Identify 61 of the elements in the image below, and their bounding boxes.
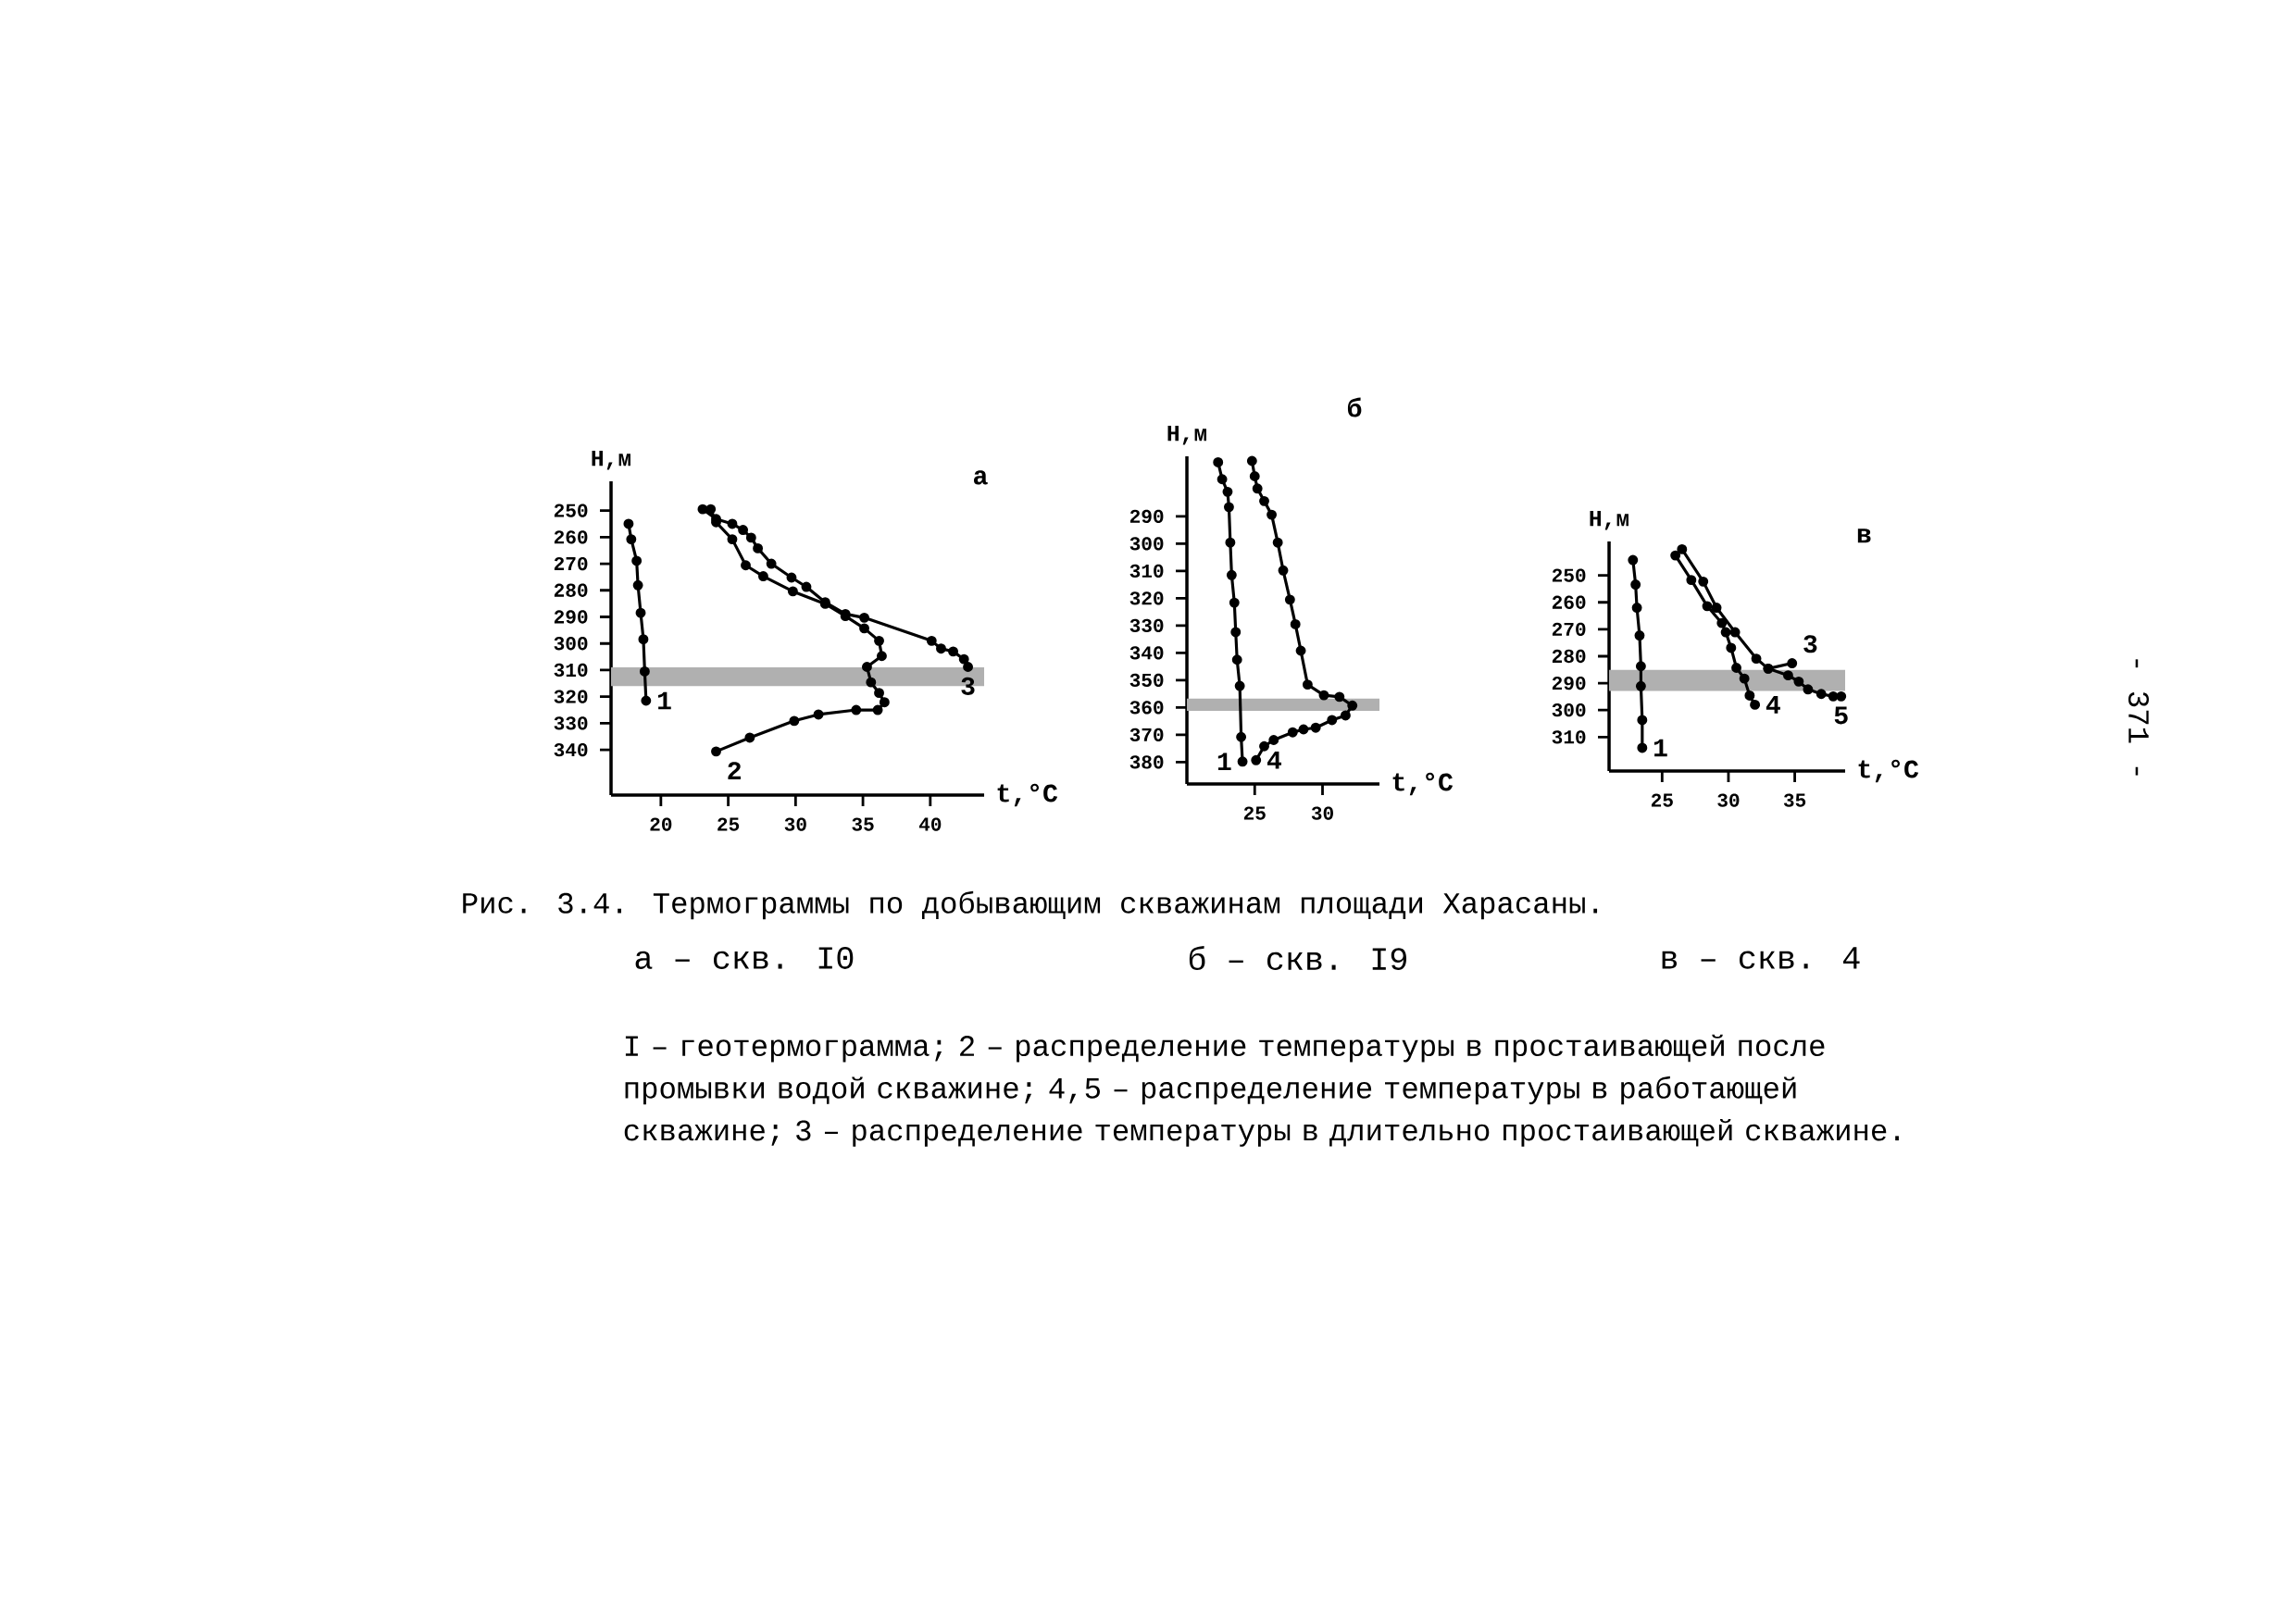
- chart-title: а: [973, 470, 988, 485]
- y-tick-label: 280: [1552, 649, 1586, 664]
- y-tick-label: 340: [554, 742, 588, 757]
- x-axis-title: t,°C: [1858, 759, 1919, 783]
- y-tick-label: 380: [1129, 755, 1164, 769]
- y-tick-label: 290: [1129, 509, 1164, 524]
- series-label: 1: [657, 691, 671, 710]
- y-tick-label: 290: [554, 610, 588, 624]
- x-tick-label: 25: [1651, 793, 1673, 807]
- y-tick-label: 270: [554, 556, 588, 571]
- y-tick-label: 370: [1129, 728, 1164, 742]
- text: Рис. 3.4. Термограммы по добывающим скважинам площади Харасаны.: [463, 890, 1598, 920]
- text: а – скв. I0: [635, 947, 854, 969]
- y-tick-label: 310: [1129, 564, 1164, 578]
- x-tick-label: 30: [1311, 806, 1333, 820]
- chart-title: в: [1857, 529, 1871, 543]
- y-tick-label: 330: [1129, 618, 1164, 633]
- x-tick-label: 35: [1783, 793, 1806, 807]
- x-tick-label: 20: [650, 817, 672, 831]
- text: б – скв. I9: [1189, 945, 1407, 971]
- x-axis-title: t,°C: [1392, 772, 1454, 796]
- y-tick-label: 330: [554, 716, 588, 730]
- y-tick-label: 280: [554, 583, 588, 597]
- y-tick-label: 300: [554, 637, 588, 651]
- x-tick-label: 30: [1717, 793, 1740, 807]
- y-tick-label: 310: [554, 663, 588, 678]
- text: - 371 -: [2128, 659, 2150, 776]
- x-tick-label: 25: [1243, 806, 1266, 820]
- y-tick-label: 260: [1552, 595, 1586, 609]
- y-tick-label: 350: [1129, 673, 1164, 688]
- series-label: 2: [728, 762, 741, 779]
- y-tick-label: 340: [1129, 646, 1164, 660]
- x-axis-title: t,°C: [997, 783, 1058, 807]
- y-tick-label: 320: [1129, 591, 1164, 605]
- y-axis-title: H,м: [1167, 426, 1206, 445]
- series-label: 1: [1653, 739, 1667, 757]
- series-label: 5: [1834, 706, 1848, 725]
- y-tick-label: 320: [554, 690, 588, 703]
- x-tick-label: 40: [918, 817, 942, 831]
- y-tick-label: 310: [1552, 730, 1586, 744]
- series-label: 4: [1267, 752, 1282, 769]
- x-tick-label: 35: [852, 817, 874, 831]
- y-tick-label: 250: [1552, 568, 1586, 582]
- text: в – скв. 4: [1662, 947, 1860, 969]
- y-axis-title: H,м: [1590, 510, 1628, 530]
- series-label: 4: [1766, 696, 1780, 714]
- text: I – геотермограмма; 2 – распределение температуры в простаивающей после промывки водой скважине; 4,5 – распределение температуры в работающей скважине; 3 – распределение температуры в длительно простаивающей скважине.: [624, 1034, 1899, 1147]
- y-tick-label: 260: [554, 530, 588, 544]
- series-label: 3: [1803, 635, 1817, 653]
- chart-title: б: [1347, 397, 1362, 417]
- x-tick-label: 25: [718, 817, 740, 831]
- y-tick-label: 290: [1552, 676, 1586, 690]
- y-tick-label: 250: [554, 504, 588, 517]
- x-tick-label: 30: [784, 817, 806, 831]
- series-label: 3: [961, 677, 975, 695]
- y-axis-title: H,м: [592, 451, 630, 470]
- series-label: 1: [1217, 753, 1231, 771]
- y-tick-label: 300: [1552, 703, 1586, 717]
- y-tick-label: 360: [1129, 701, 1164, 715]
- y-tick-label: 300: [1129, 537, 1164, 551]
- y-tick-label: 270: [1552, 622, 1586, 637]
